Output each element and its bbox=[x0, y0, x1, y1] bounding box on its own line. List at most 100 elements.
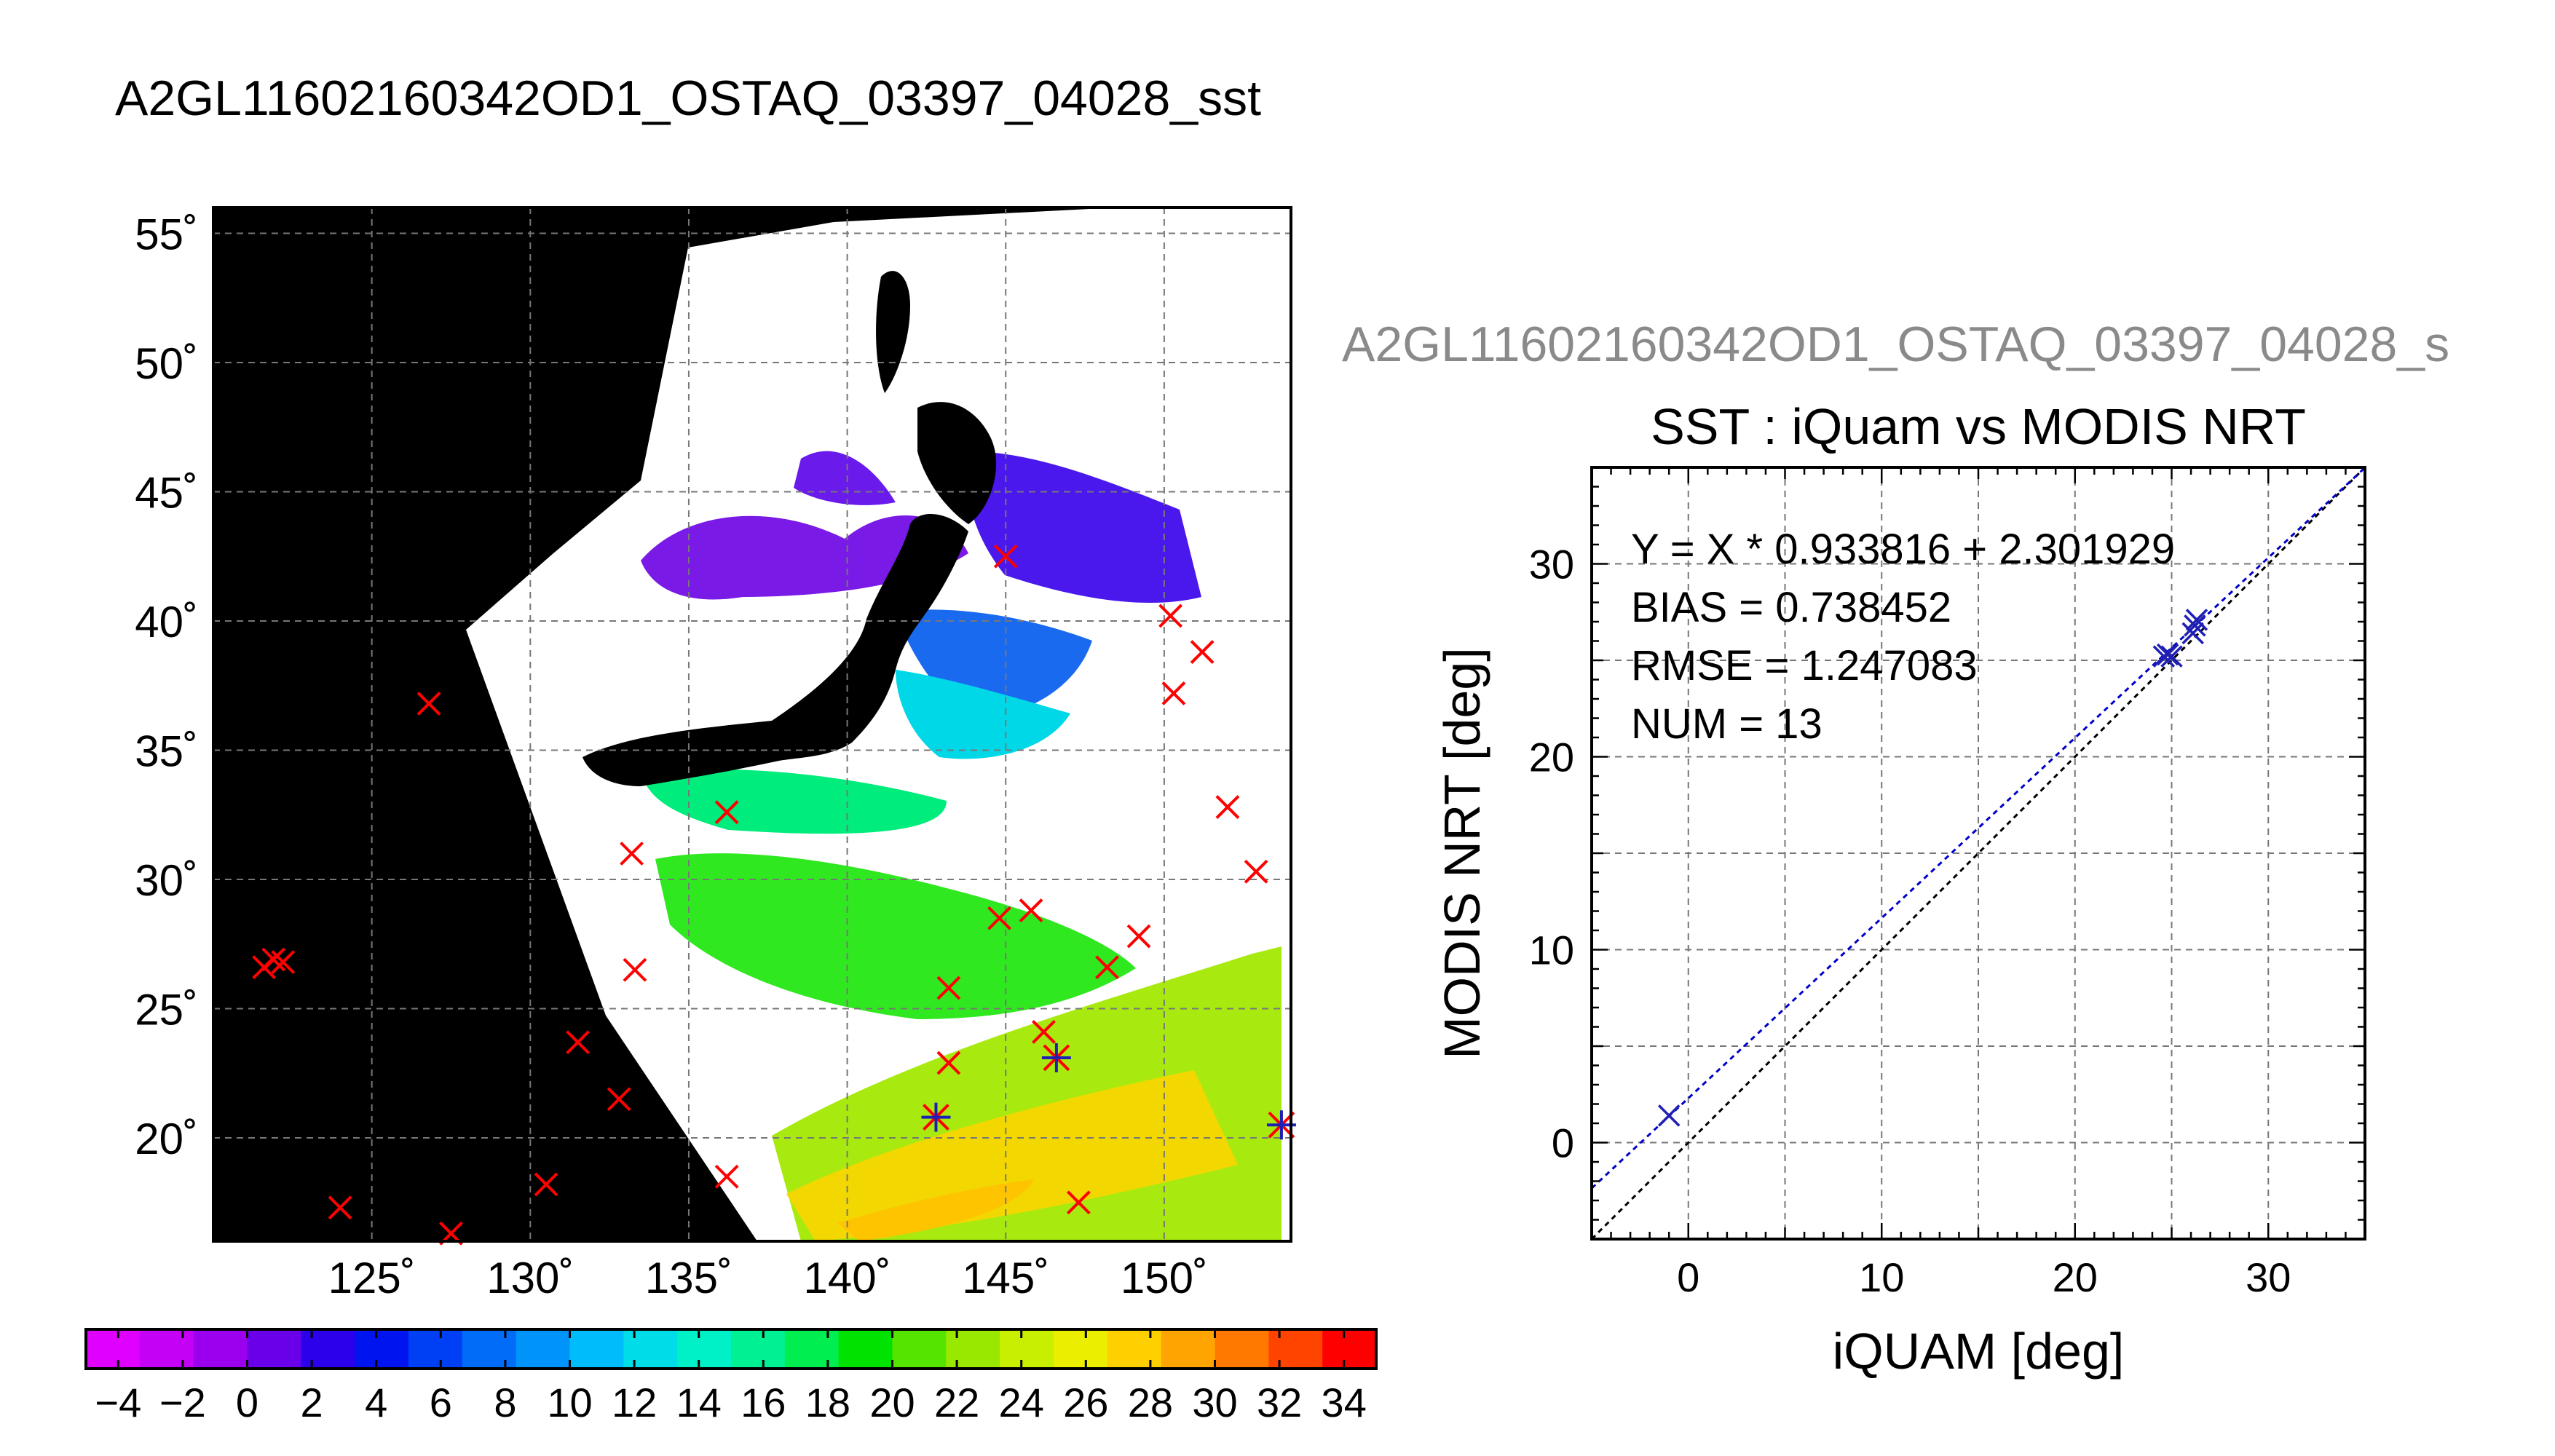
match-point-marker bbox=[1126, 924, 1151, 949]
regression-stat-line: NUM = 13 bbox=[1631, 700, 1823, 748]
lat-tick-label: 25˚ bbox=[135, 986, 198, 1034]
hokkaido-land bbox=[917, 402, 997, 524]
colorbar-cell bbox=[1161, 1329, 1216, 1369]
scatter-point bbox=[2185, 609, 2208, 631]
scatter-point bbox=[2184, 614, 2206, 637]
sst-region-yellow bbox=[786, 1070, 1238, 1241]
scatter-file-title: A2GL11602160342OD1_OSTAQ_03397_04028_s bbox=[1342, 317, 2450, 372]
colorbar-tick-label: 16 bbox=[741, 1380, 786, 1425]
colorbar-cell bbox=[731, 1329, 786, 1369]
y-tick-label: 0 bbox=[1552, 1120, 1574, 1166]
colorbar-cell bbox=[1000, 1329, 1054, 1369]
colorbar-tick-label: 12 bbox=[612, 1380, 657, 1425]
map-gridlines bbox=[213, 207, 1291, 1241]
match-point-marker bbox=[1158, 604, 1183, 628]
lon-tick-label: 135˚ bbox=[645, 1254, 732, 1302]
match-point-marker bbox=[620, 842, 644, 866]
y-axis-label: MODIS NRT [deg] bbox=[1434, 647, 1490, 1059]
x-tick-label: 10 bbox=[1859, 1254, 1904, 1300]
lon-tick-label: 130˚ bbox=[486, 1254, 574, 1302]
colorbar-cell bbox=[677, 1329, 732, 1369]
colorbar-cell bbox=[946, 1329, 1000, 1369]
colorbar-tick-label: 14 bbox=[676, 1380, 722, 1425]
longitude-labels: 125˚ 130˚ 135˚ 140˚ 145˚ 150˚ bbox=[328, 1254, 1208, 1302]
colorbar-tick-label: 30 bbox=[1192, 1380, 1237, 1425]
sst-colorbar: −4 −2 0 2 4 6 8 10 12 14 16 18 20 22 24 26 28 30 32 34 bbox=[84, 1328, 1378, 1425]
colorbar-cell bbox=[247, 1329, 302, 1369]
colorbar-tick-label: 8 bbox=[494, 1380, 516, 1425]
scatter-title: SST : iQuam vs MODIS NRT bbox=[1651, 398, 2306, 455]
scatter-point bbox=[1657, 1104, 1681, 1127]
colorbar-cell bbox=[623, 1329, 678, 1369]
match-point-marker bbox=[1066, 1190, 1091, 1215]
x-tick-label: 30 bbox=[2246, 1254, 2291, 1300]
regression-stat-line: Y = X * 0.933816 + 2.301929 bbox=[1631, 526, 2175, 573]
colorbar-labels: −4 −2 0 2 4 6 8 10 12 14 16 18 20 22 24 26 28 30 32 34 bbox=[95, 1380, 1366, 1425]
match-point-marker bbox=[328, 1195, 352, 1220]
colorbar-cell bbox=[1107, 1329, 1162, 1369]
colorbar-tick-label: 20 bbox=[869, 1380, 915, 1425]
colorbar-tick-label: 28 bbox=[1128, 1380, 1173, 1425]
match-point-marker bbox=[936, 1051, 961, 1075]
lat-tick-label: 45˚ bbox=[135, 469, 198, 518]
scatter-frame bbox=[1590, 466, 2366, 1241]
y-tick-label: 10 bbox=[1529, 927, 1574, 973]
regression-stat-line: RMSE = 1.247083 bbox=[1631, 642, 1978, 689]
match-point-marker bbox=[1190, 640, 1215, 665]
lon-tick-label: 140˚ bbox=[804, 1254, 891, 1302]
scatter-point bbox=[2156, 643, 2179, 666]
map-frame bbox=[212, 206, 1292, 1243]
y-tick-label: 20 bbox=[1529, 735, 1574, 780]
y-tick-label: 30 bbox=[1529, 542, 1574, 587]
match-point-marker bbox=[1095, 955, 1119, 980]
colorbar-cell bbox=[1322, 1329, 1377, 1369]
latitude-labels: 55˚ 50˚ 45˚ 40˚ 35˚ 30˚ 25˚ 20˚ bbox=[135, 210, 198, 1164]
colorbar-cell bbox=[462, 1329, 517, 1369]
identity-line bbox=[1592, 467, 2365, 1239]
x-axis-label: iQUAM [deg] bbox=[1833, 1323, 2125, 1380]
x-tick-label: 20 bbox=[2053, 1254, 2098, 1300]
lat-tick-label: 35˚ bbox=[135, 727, 198, 776]
sst-region-green-north bbox=[641, 769, 947, 834]
colorbar-frame bbox=[84, 1328, 1378, 1370]
scatter-y-tick-labels: 0 10 20 30 bbox=[1529, 542, 1574, 1166]
sst-map-panel: 55˚ 50˚ 45˚ 40˚ 35˚ 30˚ 25˚ 20˚ 125˚ 130˚ 135˚ 140… bbox=[135, 206, 1296, 1302]
colorbar-tick-label: 10 bbox=[547, 1380, 592, 1425]
match-point-marker bbox=[1032, 1020, 1056, 1044]
colorbar-cell bbox=[355, 1329, 409, 1369]
colorbar-cell bbox=[1054, 1329, 1108, 1369]
regression-stat-line: BIAS = 0.738452 bbox=[1631, 584, 1951, 631]
match-point-marker bbox=[566, 1030, 591, 1055]
lat-tick-label: 20˚ bbox=[135, 1115, 198, 1163]
sst-region-green bbox=[655, 853, 1136, 1019]
colorbar-cell bbox=[1268, 1329, 1323, 1369]
regression-stats: Y = X * 0.933816 + 2.301929 BIAS = 0.7384… bbox=[1631, 526, 2175, 748]
main-title: A2GL11602160342OD1_OSTAQ_03397_04028_sst bbox=[115, 71, 1261, 126]
sst-region-orange bbox=[837, 1179, 1034, 1241]
colorbar-cell bbox=[892, 1329, 947, 1369]
colorbar-tick-label: −4 bbox=[95, 1380, 141, 1425]
colorbar-cell bbox=[139, 1329, 194, 1369]
colorbar-tick-label: 18 bbox=[805, 1380, 850, 1425]
match-point-marker bbox=[1161, 681, 1186, 705]
match-point-marker bbox=[1244, 859, 1268, 884]
colorbar-tick-label: 22 bbox=[934, 1380, 979, 1425]
lat-tick-label: 55˚ bbox=[135, 210, 198, 259]
colorbar-cell bbox=[516, 1329, 571, 1369]
match-point-marker bbox=[987, 906, 1011, 930]
scatter-point bbox=[2152, 645, 2176, 668]
sst-region-cyan bbox=[896, 670, 1070, 759]
lat-tick-label: 50˚ bbox=[135, 339, 198, 388]
match-point-marker bbox=[416, 692, 441, 716]
scatter-point bbox=[2160, 645, 2183, 668]
colorbar-tick-label: 34 bbox=[1322, 1380, 1367, 1425]
colorbar-tick-label: 24 bbox=[999, 1380, 1044, 1425]
valid-point-marker bbox=[921, 1102, 951, 1132]
scatter-plot-panel: SST : iQuam vs MODIS NRT Y = X * 0.93381… bbox=[1434, 398, 2366, 1380]
x-tick-label: 0 bbox=[1677, 1254, 1699, 1300]
scatter-x-tick-labels: 0 10 20 30 bbox=[1677, 1254, 2291, 1300]
colorbar-cell bbox=[408, 1329, 463, 1369]
colorbar-cell bbox=[784, 1329, 840, 1369]
map-markers bbox=[252, 544, 1296, 1246]
